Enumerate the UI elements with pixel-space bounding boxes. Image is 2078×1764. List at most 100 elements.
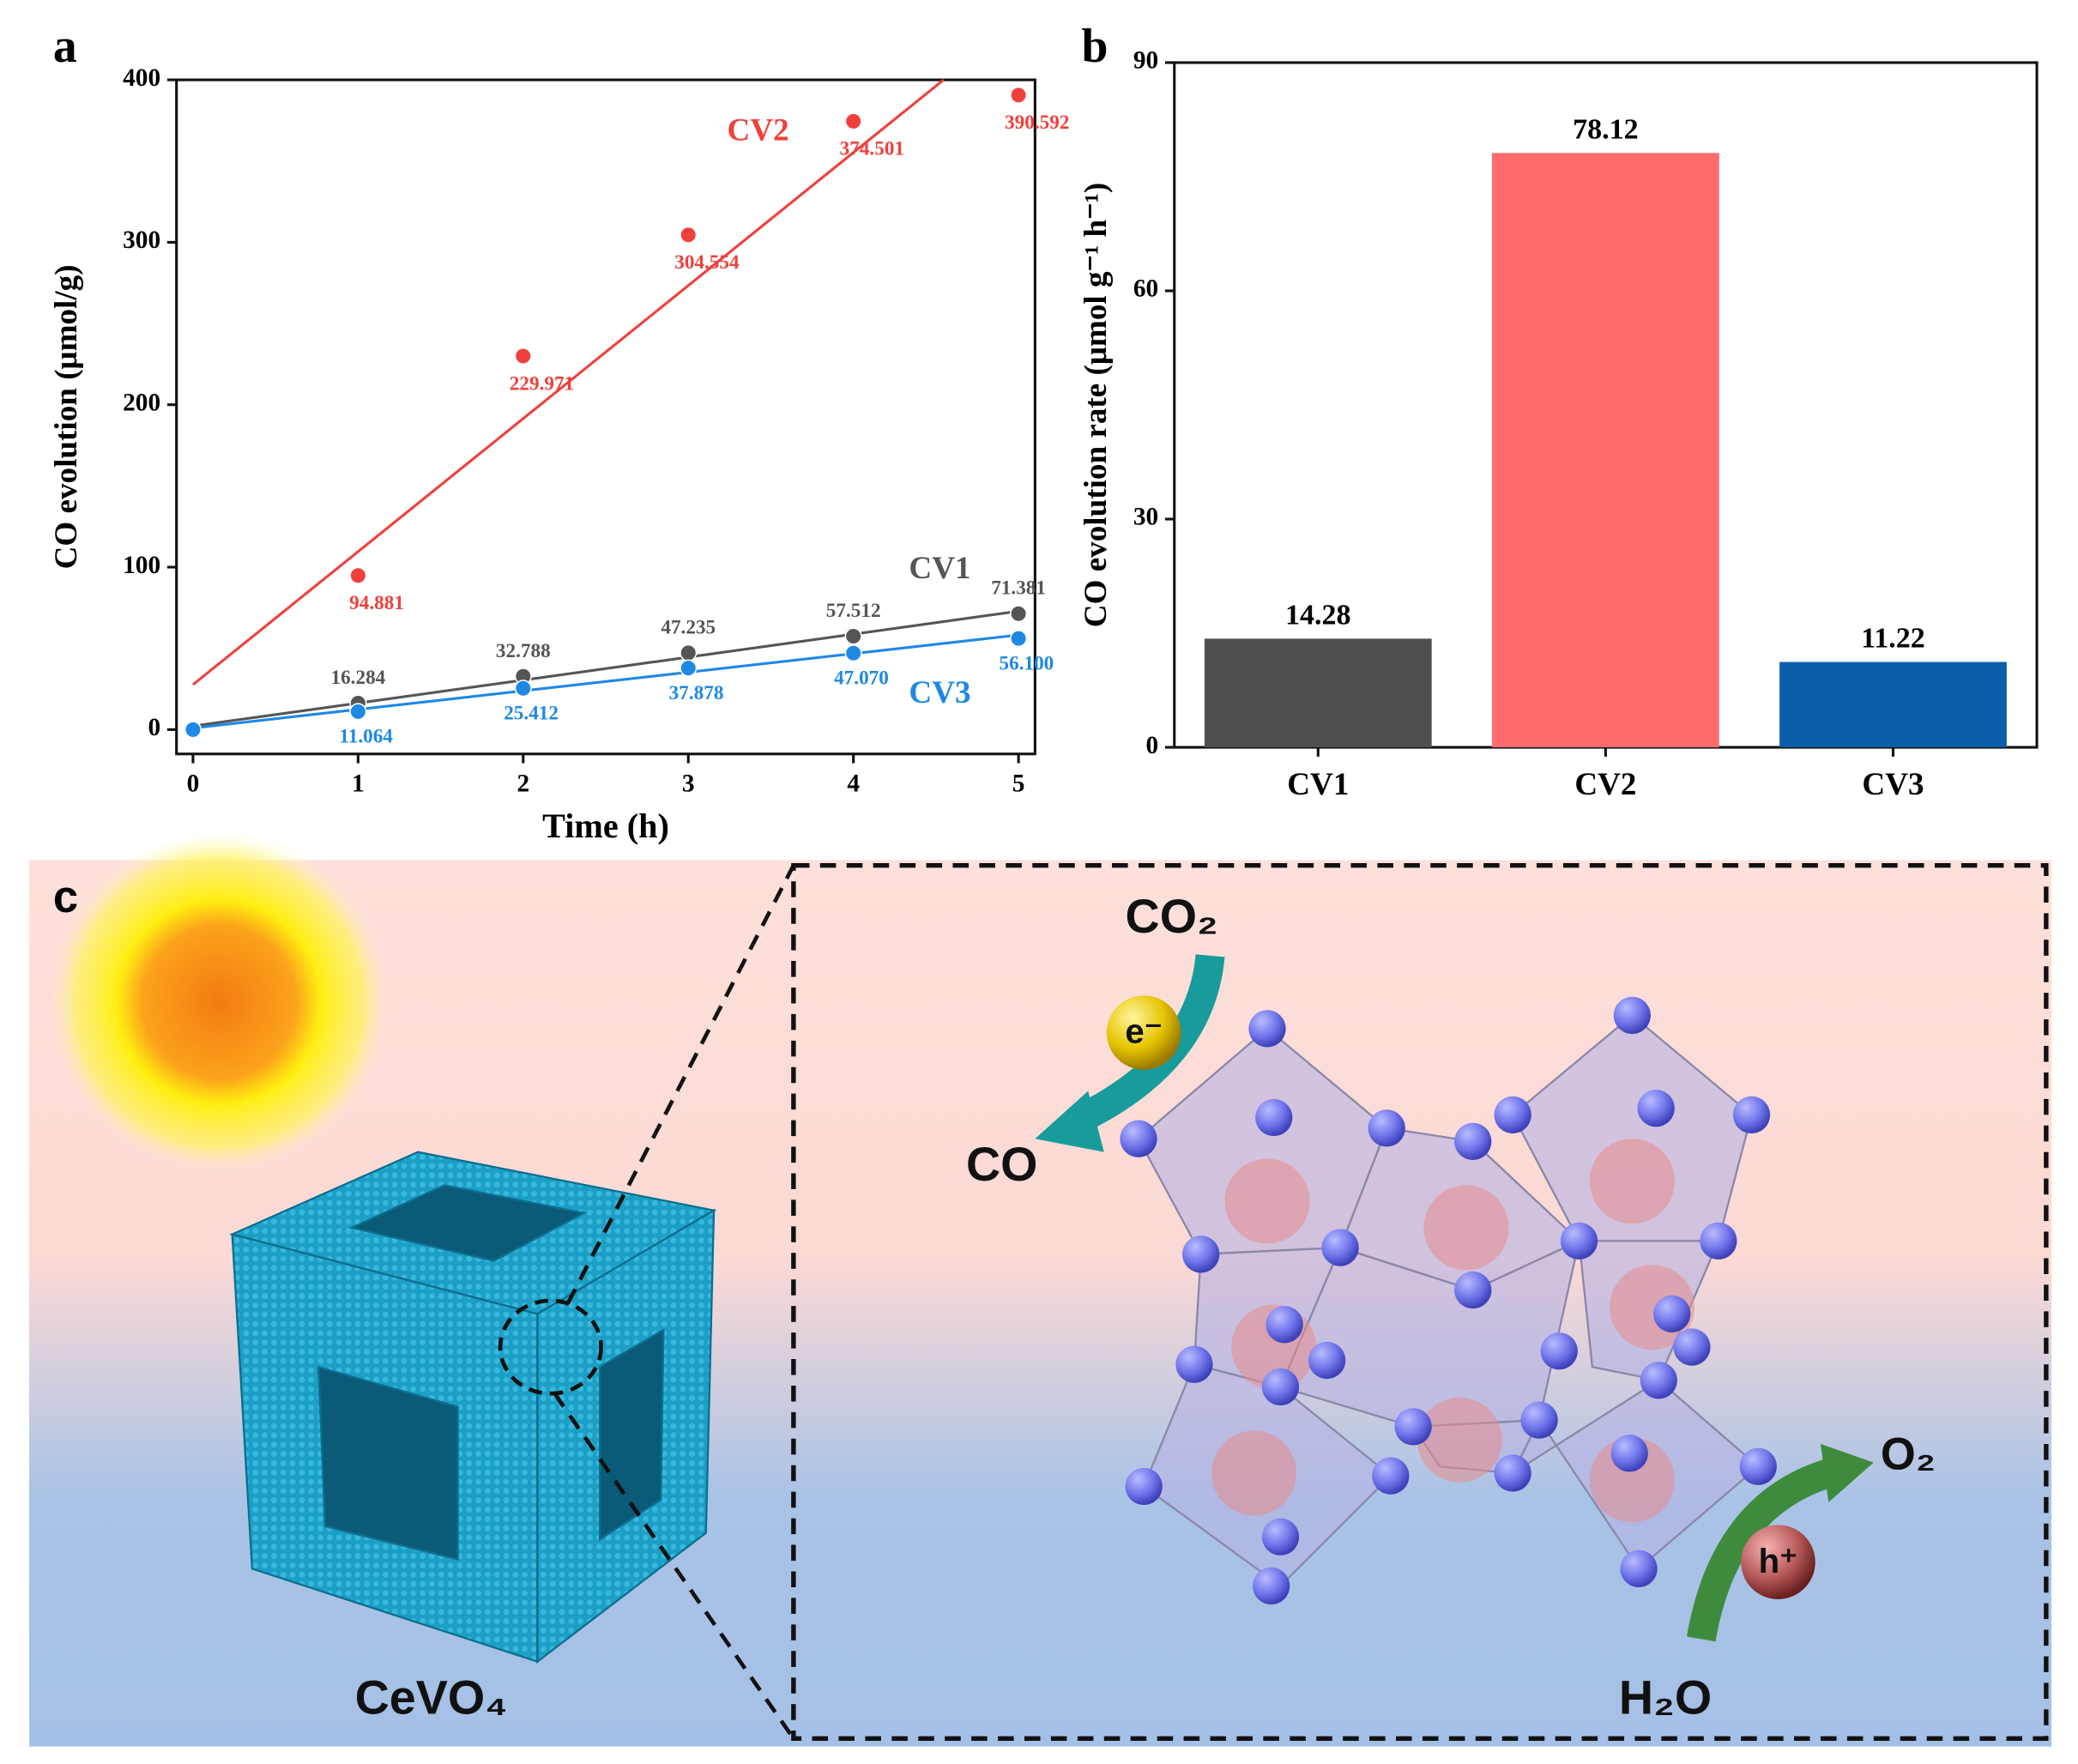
metal-atom [1211, 1430, 1297, 1516]
fit-line [192, 609, 1019, 728]
y-tick-label: 200 [123, 389, 160, 416]
oxygen-atom [1372, 1457, 1410, 1495]
panel-c: c CeVO₄ CO₂ CO e⁻ h⁺ H₂O O₂ [29, 832, 2052, 1747]
oxygen-atom [1653, 1295, 1691, 1333]
x-tick-label: CV1 [1287, 767, 1349, 802]
oxygen-atom [1248, 1010, 1286, 1048]
value-label: 11.22 [1861, 623, 1925, 655]
y-tick-label: 0 [1146, 732, 1159, 759]
value-label: 374.501 [840, 138, 904, 160]
oxygen-atom [1620, 1550, 1658, 1588]
metal-atom [1224, 1158, 1310, 1244]
value-label: 37.878 [669, 682, 724, 704]
value-label: 71.381 [991, 577, 1046, 600]
value-label: 25.412 [504, 703, 559, 725]
data-point [844, 112, 862, 130]
data-point [1010, 86, 1028, 104]
metal-atom [1589, 1437, 1675, 1523]
bar [1779, 662, 2007, 748]
reactant-label: CO₂ [1126, 890, 1218, 943]
y-tick-label: 300 [123, 227, 160, 254]
oxygen-atom [1520, 1401, 1558, 1439]
oxygen-atom [1494, 1096, 1531, 1134]
bar [1204, 638, 1432, 748]
value-label: 11.064 [339, 726, 393, 748]
x-tick-label: 3 [682, 770, 695, 798]
x-tick-label: 1 [352, 770, 365, 798]
oxygen-atom [1182, 1235, 1220, 1273]
y-axis-label: CO evolution (μmol/g) [49, 264, 84, 569]
x-tick-label: 2 [516, 770, 529, 798]
fit-line [192, 633, 1019, 730]
oxygen-atom [1673, 1328, 1711, 1366]
electron-label: e⁻ [1125, 1012, 1163, 1051]
oxygen-atom [1732, 1096, 1771, 1134]
oxygen-atom [1454, 1122, 1492, 1161]
oxygen-atom [1308, 1341, 1346, 1380]
oxygen-atom [1454, 1271, 1492, 1309]
series-label: CV3 [909, 675, 970, 710]
data-point [349, 703, 367, 721]
oxygen-atom [1739, 1447, 1777, 1485]
y-tick-label: 100 [123, 552, 160, 579]
series-label: CV2 [728, 112, 789, 148]
reactant-label: H₂O [1619, 1671, 1712, 1725]
data-point [1010, 605, 1028, 623]
zoom-box [791, 862, 2049, 1742]
data-point [680, 226, 698, 244]
oxygen-atom [1266, 1306, 1303, 1344]
y-tick-label: 60 [1133, 275, 1158, 303]
oxygen-atom [1560, 1222, 1598, 1260]
data-point [1010, 630, 1028, 648]
oxygen-atom [1261, 1518, 1300, 1556]
polyhedron [1511, 1013, 1753, 1242]
value-label: 14.28 [1285, 599, 1351, 631]
metal-atom [1589, 1139, 1675, 1224]
oxygen-atom [1394, 1408, 1432, 1446]
oxygen-atom [1613, 996, 1651, 1035]
value-label: 229.971 [510, 372, 574, 395]
y-axis-label: CO evolution rate (μmol g⁻¹ h⁻¹) [1078, 183, 1114, 627]
bar [1492, 153, 1719, 748]
data-point [680, 659, 698, 677]
x-tick-label: CV3 [1862, 767, 1924, 802]
x-tick-label: 5 [1012, 770, 1025, 798]
oxygen-atom [1700, 1222, 1737, 1260]
oxygen-atom [1610, 1435, 1648, 1472]
oxygen-atom [1540, 1332, 1578, 1370]
data-point [184, 721, 202, 739]
data-point [514, 680, 532, 698]
value-label: 94.881 [349, 592, 404, 614]
oxygen-atom [1120, 1120, 1157, 1157]
metal-atom [1423, 1185, 1509, 1271]
x-tick-label: CV2 [1574, 767, 1636, 802]
material-label: CeVO₄ [355, 1671, 508, 1725]
plot-frame [175, 78, 1036, 756]
hole-ball [1741, 1525, 1815, 1599]
value-label: 32.788 [496, 640, 551, 662]
data-point [680, 643, 698, 662]
data-point [349, 566, 367, 584]
y-tick-label: 400 [123, 64, 160, 92]
x-axis-label: Time (h) [542, 806, 669, 845]
oxygen-atom [1321, 1229, 1359, 1266]
y-tick-label: 90 [1133, 47, 1158, 75]
sun [49, 832, 390, 1172]
oxygen-atom [1255, 1098, 1293, 1137]
value-label: 390.592 [1005, 112, 1069, 134]
product-label: CO [966, 1138, 1037, 1191]
oxygen-atom [1253, 1567, 1290, 1605]
data-point [844, 627, 862, 645]
value-label: 16.284 [330, 667, 385, 689]
x-tick-label: 0 [187, 770, 200, 798]
zoom-line [553, 1392, 795, 1740]
oxygen-atom [1261, 1368, 1300, 1406]
series-label: CV1 [909, 551, 970, 586]
electron-ball [1106, 995, 1181, 1070]
product-label: O₂ [1881, 1429, 1936, 1479]
oxygen-atom [1125, 1467, 1163, 1506]
cube [229, 1151, 717, 1664]
data-point [844, 644, 862, 662]
oxygen-atom [1640, 1362, 1677, 1399]
panel-label: a [53, 20, 77, 73]
